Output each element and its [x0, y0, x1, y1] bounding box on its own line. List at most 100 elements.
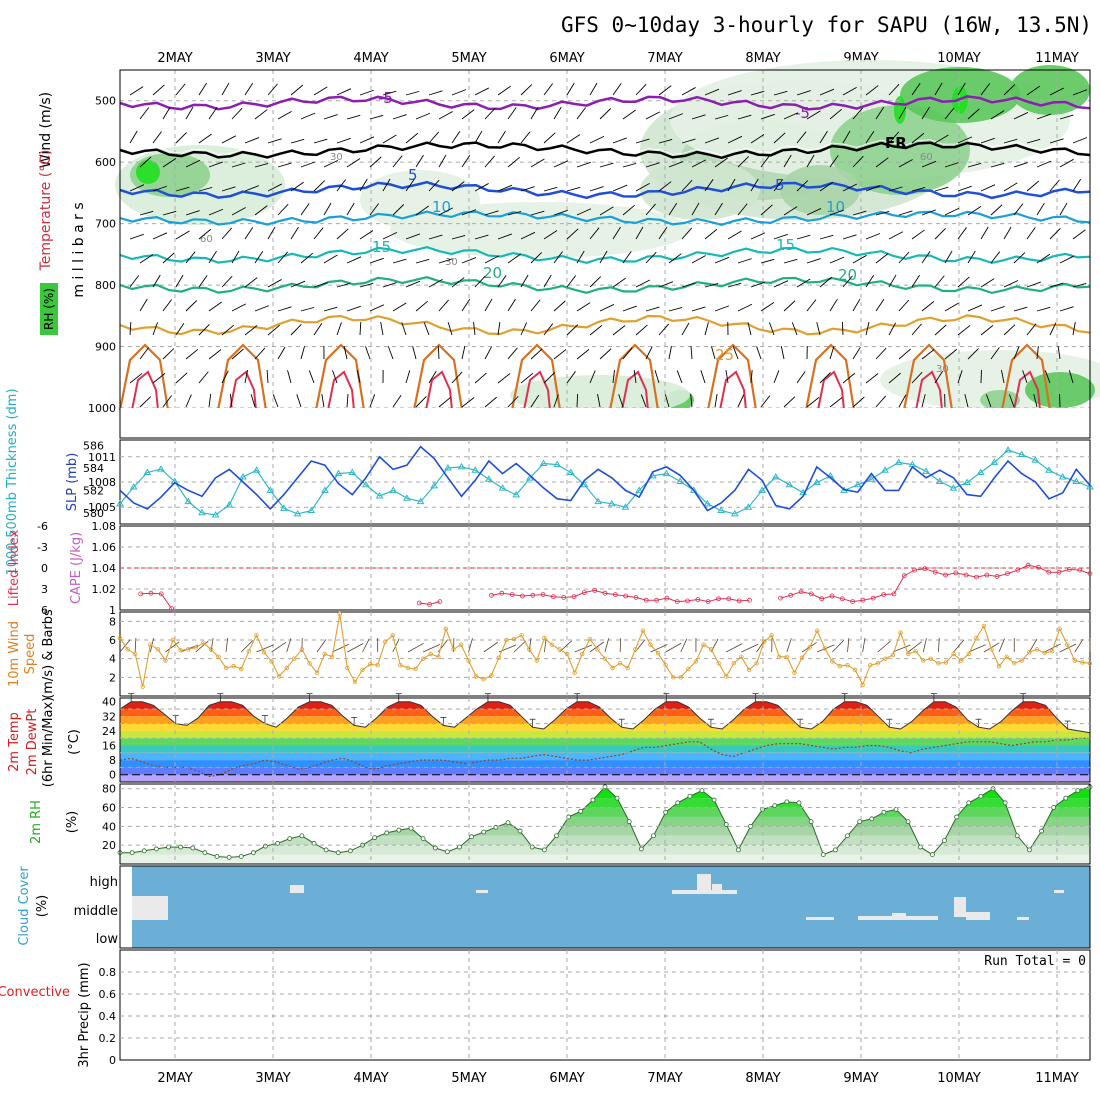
wind-barb: [231, 303, 247, 312]
thickness-point: [607, 499, 616, 507]
wind-barb: [1026, 227, 1036, 240]
wind-speed-point: [1057, 626, 1062, 631]
top-date-label: 10MAY: [937, 51, 981, 66]
wind-barb-10m: [922, 638, 927, 653]
wind-barb: [957, 82, 966, 96]
rh-point: [1075, 788, 1081, 793]
wind-barb: [343, 346, 348, 360]
wind-barb: [553, 209, 568, 216]
wind-barb: [658, 85, 672, 96]
wind-speed-point: [557, 647, 562, 652]
wind-barb: [415, 396, 427, 408]
contour-label: -5: [795, 104, 810, 122]
wind-barb: [957, 185, 972, 192]
panel-frame: [119, 69, 1091, 439]
wind-barb: [990, 110, 1005, 120]
wind-barb: [244, 277, 258, 288]
wind-barb: [382, 178, 391, 192]
wind-barb: [162, 299, 172, 312]
rh-point: [299, 833, 305, 839]
wind-barb: [438, 299, 449, 312]
panel-frame: [119, 783, 1091, 865]
wind-barb: [704, 228, 718, 240]
temp-band: [120, 738, 1090, 746]
wind-barb-10m: [817, 644, 835, 653]
thickness-point: [1045, 466, 1053, 473]
wind-barb: [1003, 324, 1016, 336]
wind-barb: [290, 226, 299, 240]
wind-barb: [773, 132, 786, 144]
wind-speed-point: [830, 659, 835, 664]
wind-barb: [645, 306, 660, 312]
wind-barb: [806, 154, 815, 168]
bottom-date-label: 9MAY: [843, 1071, 878, 1086]
thickness-point: [334, 469, 343, 477]
wind-barb: [921, 209, 937, 216]
thickness-point: [116, 499, 124, 507]
wind-barb: [129, 86, 144, 96]
wind-barb: [244, 82, 254, 96]
wind-barb: [898, 159, 913, 168]
wind-speed-point: [739, 654, 744, 659]
wind-barb-10m: [710, 638, 719, 653]
cloud-block: [712, 884, 722, 894]
wind-barb: [980, 184, 996, 192]
rh-point: [529, 844, 535, 850]
wind-barb-10m: [543, 638, 547, 653]
cloud-block: [806, 917, 834, 920]
wind-barb: [704, 282, 719, 288]
wind-barb: [139, 107, 150, 120]
isotherm-25: [119, 314, 1091, 336]
wind-barb: [356, 370, 361, 384]
wind-barb: [290, 181, 304, 192]
wind-barb: [990, 251, 1001, 264]
wind-barb: [365, 346, 371, 360]
wind-barb: [415, 258, 430, 264]
isotherm-35-loop: [915, 370, 943, 411]
wind-barb: [451, 234, 466, 240]
wind-barb-10m: [347, 643, 364, 653]
pressure-tick-label: 600: [95, 156, 116, 169]
wind-barb: [474, 234, 489, 240]
wind-barb: [980, 325, 994, 336]
wind-barb: [1059, 202, 1068, 216]
wind-barb: [829, 108, 843, 120]
wind-barb: [152, 322, 158, 336]
thickness-point: [1072, 477, 1081, 484]
wind-barb: [576, 393, 579, 408]
rh-point: [845, 833, 850, 839]
wind-barb: [254, 205, 268, 216]
wind-barb: [967, 108, 980, 120]
wind-barb: [447, 322, 453, 336]
wind-barb: [576, 250, 585, 264]
wind-speed-point: [716, 661, 721, 666]
wind-barb: [382, 90, 397, 96]
wind-barb: [1026, 180, 1039, 192]
wind-barb: [714, 256, 730, 264]
wind-barb: [645, 111, 661, 120]
wind-barb: [553, 251, 563, 264]
wind-barb: [336, 88, 352, 96]
wind-barb: [819, 88, 835, 96]
wind-barb: [737, 258, 752, 264]
isotherm-35-loop: [131, 370, 159, 411]
isotherm-35-loop: [425, 370, 453, 411]
thickness-point: [853, 480, 862, 488]
wind-speed-point: [936, 661, 941, 666]
wind-barb-10m: [240, 640, 254, 653]
wind-speed-point: [436, 654, 441, 659]
wind-barb: [842, 372, 856, 384]
wind-speed-point: [117, 635, 123, 641]
wind-speed-point: [693, 659, 699, 664]
rh-point: [699, 788, 705, 793]
wind-barb: [737, 203, 748, 216]
wind-barb: [750, 369, 753, 384]
rh-point: [735, 847, 741, 853]
wind-barb: [250, 394, 256, 408]
thickness-point: [922, 467, 930, 474]
wind-tick-label: 6: [109, 634, 116, 647]
rh-point: [238, 854, 244, 859]
thickness-point: [484, 475, 493, 482]
wind-barb: [198, 324, 210, 336]
wind-barb: [842, 130, 851, 144]
